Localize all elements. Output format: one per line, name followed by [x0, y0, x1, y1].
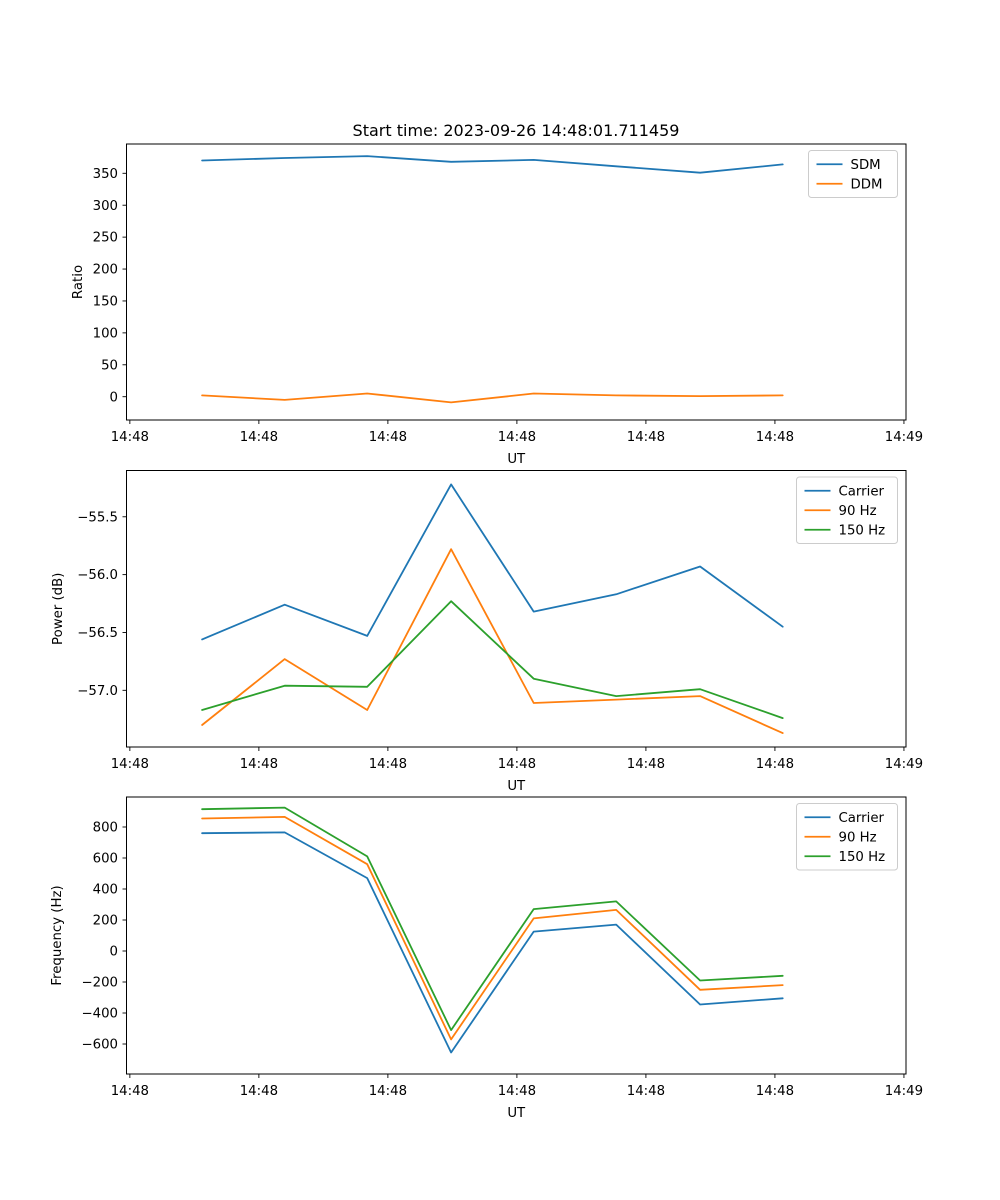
series-line-90-hz: [201, 548, 784, 734]
y-tick-label: −200: [81, 976, 118, 991]
x-tick-label: 14:48: [369, 1084, 407, 1099]
x-axis-label: UT: [507, 779, 526, 794]
x-tick-label: 14:48: [240, 1084, 278, 1099]
x-tick-label: 14:48: [498, 430, 536, 445]
legend-label-ddm: DDM: [851, 177, 883, 192]
legend-label-150-hz: 150 Hz: [839, 523, 886, 538]
y-axis-label: Power (dB): [51, 573, 66, 645]
x-tick-label: 14:48: [369, 757, 407, 772]
x-tick-label: 14:48: [627, 1084, 665, 1099]
subplot-power: −57.0 −56.5 −56.0 −55.5 14:48 14:48 14:48 14:48…: [51, 470, 923, 794]
series-line-sdm: [201, 155, 784, 174]
x-tick-label: 14:48: [111, 430, 149, 445]
x-tick-label: 14:48: [111, 1084, 149, 1099]
y-tick-label: −55.5: [77, 510, 118, 525]
y-tick-label: 350: [93, 167, 118, 182]
legend-box: [796, 803, 898, 871]
series-line-carrier: [201, 831, 784, 1054]
x-tick-label: 14:48: [369, 430, 407, 445]
series-line-ddm: [201, 392, 784, 404]
figure-title: Start time: 2023-09-26 14:48:01.711459: [353, 121, 680, 140]
legend: Carrier 90 Hz 150 Hz: [796, 803, 898, 871]
y-tick-label: −56.0: [77, 568, 118, 583]
y-axis-label: Ratio: [71, 265, 86, 299]
series-line-150-hz: [201, 806, 784, 1031]
y-tick-label: 50: [101, 358, 118, 373]
y-tick-label: −57.0: [77, 684, 118, 699]
x-tick-label: 14:48: [756, 430, 794, 445]
y-tick-label: 250: [93, 231, 118, 246]
y-tick-label: 600: [93, 852, 118, 867]
x-tick-label: 14:48: [240, 430, 278, 445]
legend-box: [808, 150, 898, 198]
y-tick-label: 0: [110, 390, 118, 405]
x-tick-label: 14:48: [240, 757, 278, 772]
legend-label-sdm: SDM: [851, 158, 881, 173]
x-tick-label: 14:48: [498, 1084, 536, 1099]
x-axis-label: UT: [507, 452, 526, 467]
y-tick-label: −600: [81, 1038, 118, 1053]
series-line-90-hz: [201, 816, 784, 1041]
y-tick-label: 800: [93, 821, 118, 836]
y-tick-label: 200: [93, 263, 118, 278]
y-tick-label: −400: [81, 1007, 118, 1022]
legend-label-90-hz: 90 Hz: [839, 504, 877, 519]
y-tick-label: 100: [93, 326, 118, 341]
x-tick-label: 14:49: [885, 430, 923, 445]
y-tick-label: 150: [93, 295, 118, 310]
series-line-150-hz: [201, 600, 784, 719]
y-tick-label: 400: [93, 883, 118, 898]
x-tick-label: 14:49: [885, 757, 923, 772]
axes-spines: [126, 470, 907, 748]
series-line-carrier: [201, 483, 784, 641]
legend-label-carrier: Carrier: [839, 484, 885, 499]
legend: SDM DDM: [808, 150, 898, 198]
x-axis-label: UT: [507, 1106, 526, 1121]
subplot-ratio: 0 50 100 150 200 250 300 350 14:48 14:48 14:48 14:4…: [71, 143, 923, 467]
legend-box: [796, 476, 898, 544]
axes-spines: [126, 143, 907, 421]
legend: Carrier 90 Hz 150 Hz: [796, 476, 898, 544]
y-axis-label: Frequency (Hz): [50, 885, 65, 985]
subplots-group: 0 50 100 150 200 250 300 350 14:48 14:48 14:48 14:4…: [50, 143, 923, 1121]
x-tick-label: 14:48: [756, 757, 794, 772]
x-tick-label: 14:48: [111, 757, 149, 772]
legend-label-150-hz: 150 Hz: [839, 850, 886, 865]
y-tick-label: 200: [93, 914, 118, 929]
x-tick-label: 14:49: [885, 1084, 923, 1099]
legend-label-carrier: Carrier: [839, 811, 885, 826]
x-tick-label: 14:48: [756, 1084, 794, 1099]
x-tick-label: 14:48: [627, 430, 665, 445]
x-tick-label: 14:48: [498, 757, 536, 772]
legend-label-90-hz: 90 Hz: [839, 830, 877, 845]
y-tick-label: 300: [93, 199, 118, 214]
axes-spines: [126, 796, 907, 1075]
y-tick-label: 0: [110, 945, 118, 960]
x-tick-label: 14:48: [627, 757, 665, 772]
y-tick-label: −56.5: [77, 626, 118, 641]
subplot-frequency: −600 −400 −200 0 200 400 600 800 14:48 14:48 14:48…: [50, 796, 923, 1121]
